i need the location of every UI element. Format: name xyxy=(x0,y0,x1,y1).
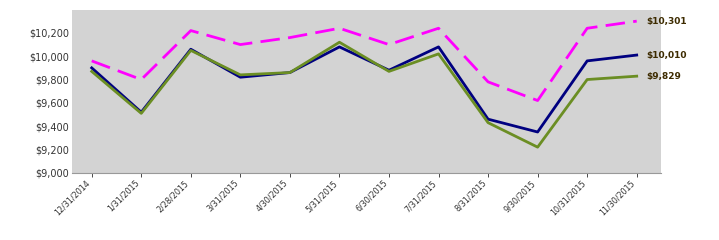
Rothschild U.S. Large-Cap Value Fund - Investor Class xyxy=(484,118,493,121)
Text: $9,829: $9,829 xyxy=(646,72,682,81)
S&P 500 Index xyxy=(484,80,493,83)
Russell 1000 Value Index xyxy=(484,121,493,124)
S&P 500 Index xyxy=(88,60,96,62)
Rothschild U.S. Large-Cap Value Fund - Investor Class xyxy=(385,69,393,72)
Russell 1000 Value Index xyxy=(88,70,96,73)
Text: $10,010: $10,010 xyxy=(646,51,687,60)
Line: S&P 500 Index: S&P 500 Index xyxy=(92,21,637,101)
S&P 500 Index xyxy=(285,36,294,39)
S&P 500 Index xyxy=(583,27,592,30)
S&P 500 Index xyxy=(137,78,145,81)
Russell 1000 Value Index xyxy=(236,73,244,76)
Rothschild U.S. Large-Cap Value Fund - Investor Class xyxy=(335,45,344,48)
Russell 1000 Value Index xyxy=(137,112,145,115)
Rothschild U.S. Large-Cap Value Fund - Investor Class xyxy=(236,76,244,79)
Rothschild U.S. Large-Cap Value Fund - Investor Class xyxy=(137,111,145,114)
Line: Russell 1000 Value Index: Russell 1000 Value Index xyxy=(92,42,637,147)
Russell 1000 Value Index xyxy=(186,49,195,52)
Russell 1000 Value Index xyxy=(583,78,592,81)
S&P 500 Index xyxy=(186,29,195,32)
Line: Rothschild U.S. Large-Cap Value Fund - Investor Class: Rothschild U.S. Large-Cap Value Fund - I… xyxy=(92,47,637,132)
S&P 500 Index xyxy=(533,99,542,102)
Rothschild U.S. Large-Cap Value Fund - Investor Class xyxy=(186,48,195,51)
Russell 1000 Value Index xyxy=(633,75,641,78)
S&P 500 Index xyxy=(385,43,393,46)
Russell 1000 Value Index xyxy=(434,53,443,55)
S&P 500 Index xyxy=(434,27,443,30)
S&P 500 Index xyxy=(236,43,244,46)
Rothschild U.S. Large-Cap Value Fund - Investor Class xyxy=(285,71,294,74)
Russell 1000 Value Index xyxy=(285,71,294,74)
Russell 1000 Value Index xyxy=(385,70,393,73)
Rothschild U.S. Large-Cap Value Fund - Investor Class xyxy=(88,66,96,69)
Rothschild U.S. Large-Cap Value Fund - Investor Class xyxy=(434,45,443,48)
S&P 500 Index xyxy=(335,27,344,30)
Rothschild U.S. Large-Cap Value Fund - Investor Class xyxy=(633,54,641,56)
Russell 1000 Value Index xyxy=(533,146,542,149)
S&P 500 Index xyxy=(633,20,641,23)
Russell 1000 Value Index xyxy=(335,41,344,44)
Rothschild U.S. Large-Cap Value Fund - Investor Class xyxy=(583,60,592,62)
Text: $10,301: $10,301 xyxy=(646,17,687,26)
Rothschild U.S. Large-Cap Value Fund - Investor Class xyxy=(533,131,542,133)
